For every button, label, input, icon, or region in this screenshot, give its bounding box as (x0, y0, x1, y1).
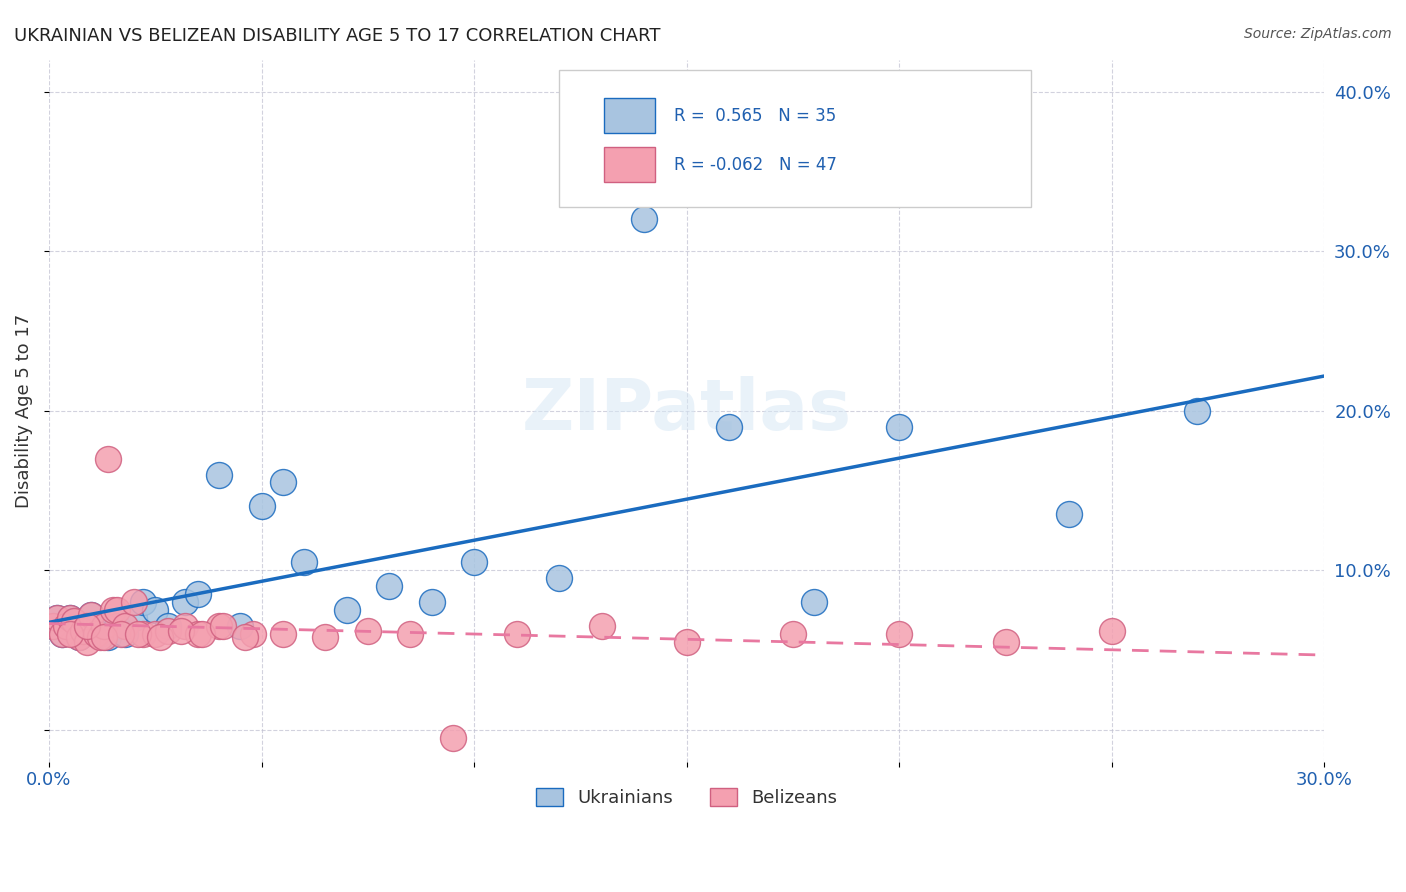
Ukrainians (803, 595, 825, 609)
Ukrainians (156, 619, 179, 633)
Belizeans (174, 619, 197, 633)
Belizeans (170, 624, 193, 638)
Belizeans (782, 627, 804, 641)
Belizeans (441, 731, 464, 745)
Belizeans (101, 603, 124, 617)
Text: UKRAINIAN VS BELIZEAN DISABILITY AGE 5 TO 17 CORRELATION CHART: UKRAINIAN VS BELIZEAN DISABILITY AGE 5 T… (14, 27, 661, 45)
Belizeans (212, 619, 235, 633)
Belizeans (72, 624, 94, 638)
Belizeans (89, 630, 111, 644)
Belizeans (1101, 624, 1123, 638)
Belizeans (399, 627, 422, 641)
Belizeans (187, 627, 209, 641)
Ukrainians (80, 607, 103, 622)
Belizeans (80, 607, 103, 622)
Belizeans (42, 619, 65, 633)
Belizeans (76, 619, 98, 633)
Ukrainians (72, 624, 94, 638)
Belizeans (271, 627, 294, 641)
Belizeans (110, 627, 132, 641)
Legend: Ukrainians, Belizeans: Ukrainians, Belizeans (527, 779, 846, 816)
Belizeans (93, 619, 115, 633)
Ukrainians (250, 500, 273, 514)
Belizeans (208, 619, 231, 633)
Ukrainians (889, 419, 911, 434)
Belizeans (84, 627, 107, 641)
Y-axis label: Disability Age 5 to 17: Disability Age 5 to 17 (15, 314, 32, 508)
Belizeans (97, 451, 120, 466)
Ukrainians (122, 611, 145, 625)
Belizeans (59, 627, 82, 641)
Belizeans (143, 627, 166, 641)
FancyBboxPatch shape (560, 70, 1031, 207)
Ukrainians (420, 595, 443, 609)
Belizeans (122, 595, 145, 609)
Belizeans (191, 627, 214, 641)
Belizeans (93, 630, 115, 644)
Ukrainians (271, 475, 294, 490)
Ukrainians (63, 615, 86, 629)
Ukrainians (548, 571, 571, 585)
Belizeans (242, 627, 264, 641)
Belizeans (59, 611, 82, 625)
Belizeans (63, 615, 86, 629)
Ukrainians (463, 555, 485, 569)
Belizeans (46, 611, 69, 625)
Ukrainians (187, 587, 209, 601)
Text: R = -0.062   N = 47: R = -0.062 N = 47 (673, 156, 837, 174)
Belizeans (51, 627, 73, 641)
Ukrainians (208, 467, 231, 482)
Ukrainians (292, 555, 315, 569)
Ukrainians (633, 212, 655, 227)
Belizeans (505, 627, 527, 641)
Belizeans (67, 630, 90, 644)
Belizeans (148, 630, 170, 644)
Belizeans (105, 603, 128, 617)
Ukrainians (1185, 403, 1208, 417)
Ukrainians (105, 619, 128, 633)
Belizeans (55, 619, 77, 633)
Ukrainians (114, 627, 136, 641)
Ukrainians (718, 419, 741, 434)
Ukrainians (59, 611, 82, 625)
Text: Source: ZipAtlas.com: Source: ZipAtlas.com (1244, 27, 1392, 41)
Belizeans (994, 635, 1017, 649)
Belizeans (314, 630, 336, 644)
Ukrainians (229, 619, 252, 633)
Text: ZIPatlas: ZIPatlas (522, 376, 852, 445)
Ukrainians (89, 627, 111, 641)
Belizeans (357, 624, 380, 638)
Text: R =  0.565   N = 35: R = 0.565 N = 35 (673, 107, 837, 125)
Belizeans (127, 627, 149, 641)
FancyBboxPatch shape (603, 147, 655, 183)
Ukrainians (131, 595, 153, 609)
Belizeans (889, 627, 911, 641)
Ukrainians (174, 595, 197, 609)
Belizeans (591, 619, 613, 633)
Belizeans (675, 635, 697, 649)
FancyBboxPatch shape (603, 98, 655, 133)
Belizeans (233, 630, 256, 644)
Ukrainians (97, 630, 120, 644)
Ukrainians (51, 627, 73, 641)
Ukrainians (67, 630, 90, 644)
Ukrainians (378, 579, 401, 593)
Ukrainians (143, 603, 166, 617)
Belizeans (131, 627, 153, 641)
Belizeans (76, 635, 98, 649)
Belizeans (114, 619, 136, 633)
Ukrainians (335, 603, 357, 617)
Ukrainians (42, 619, 65, 633)
Ukrainians (46, 611, 69, 625)
Belizeans (156, 624, 179, 638)
Ukrainians (1059, 508, 1081, 522)
Ukrainians (55, 619, 77, 633)
